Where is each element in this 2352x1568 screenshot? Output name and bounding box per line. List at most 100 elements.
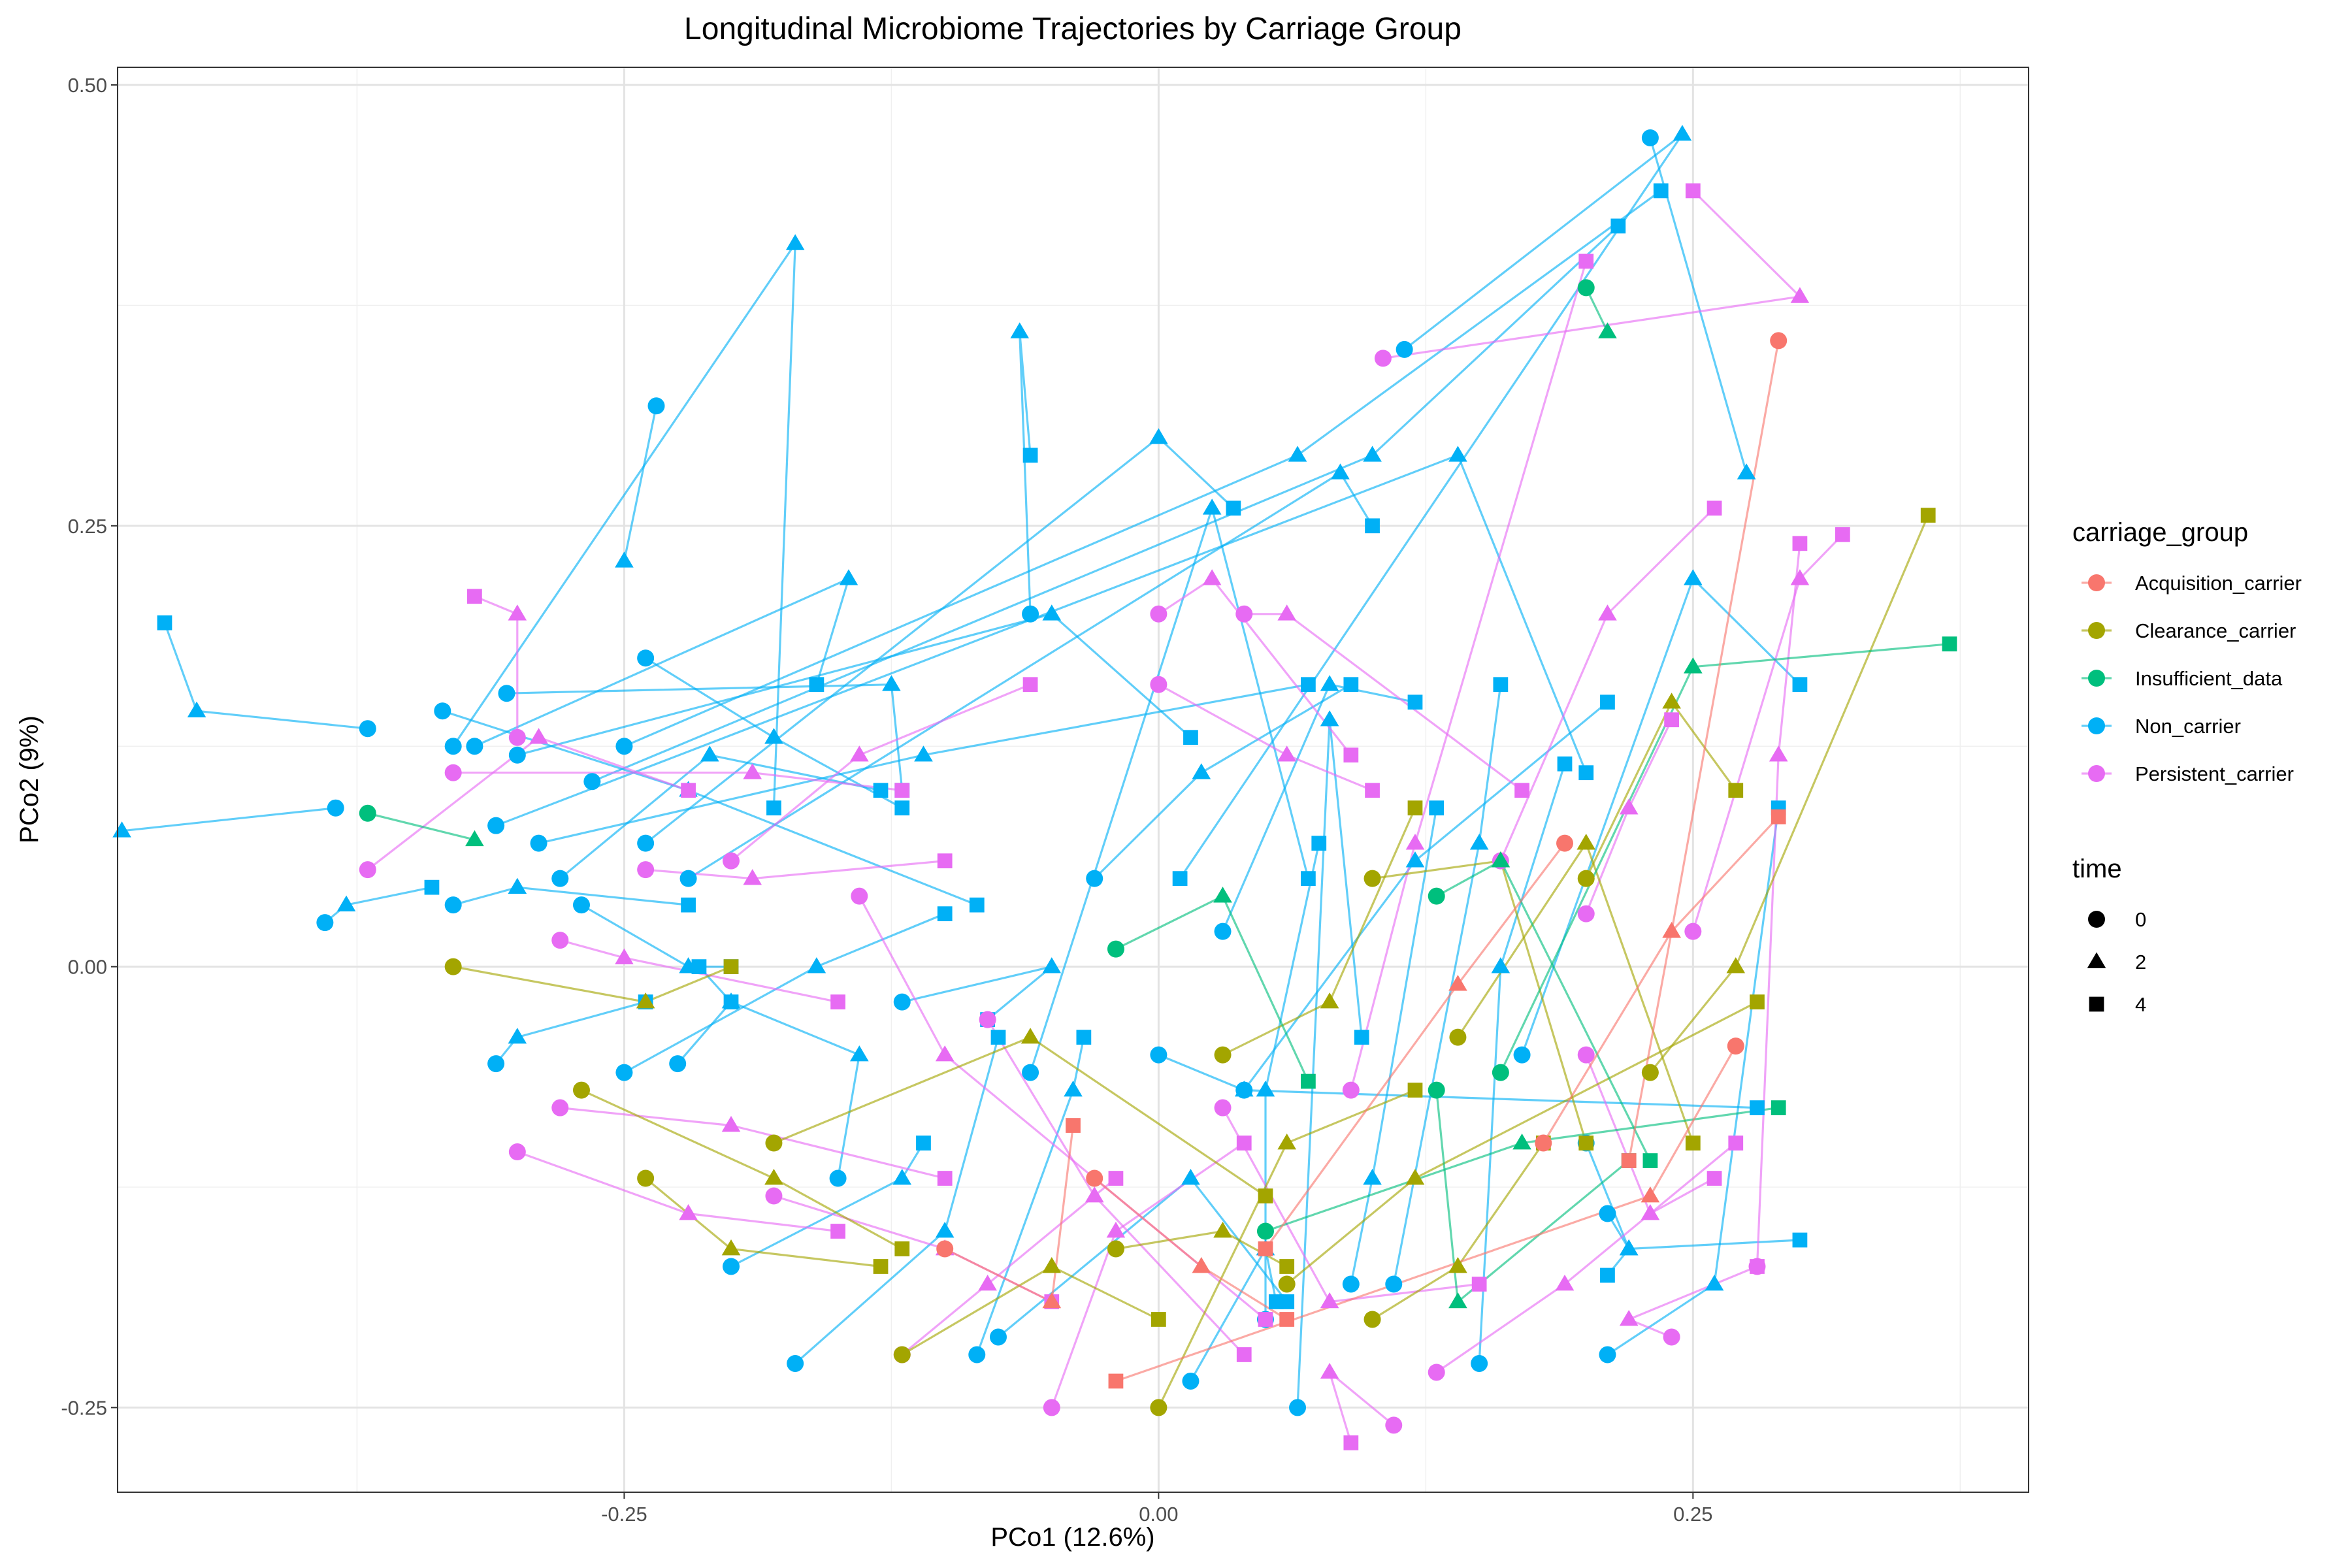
- legend-label-acquisition-carrier: Acquisition_carrier: [2135, 572, 2302, 595]
- point-non-carrier-time-4: [1429, 800, 1445, 816]
- point-persistent-carrier-time-0: [1684, 923, 1702, 940]
- point-acquisition-carrier-time-4: [1771, 809, 1786, 825]
- point-non-carrier-time-2: [764, 728, 783, 744]
- point-clearance-carrier-time-2: [1405, 1169, 1425, 1185]
- legend-title-carriage-group: carriage_group: [2072, 518, 2248, 547]
- point-non-carrier-time-2: [1010, 322, 1030, 338]
- point-insufficient-data-time-0: [1577, 279, 1595, 297]
- point-non-carrier-time-2: [785, 234, 805, 250]
- point-persistent-carrier-time-0: [1150, 605, 1168, 623]
- point-clearance-carrier-time-0: [1150, 1399, 1168, 1416]
- point-non-carrier-time-2: [1320, 710, 1339, 727]
- point-persistent-carrier-time-0: [359, 861, 376, 879]
- point-persistent-carrier-time-0: [551, 1099, 569, 1117]
- point-clearance-carrier-time-4: [894, 1241, 910, 1256]
- point-insufficient-data-time-2: [1684, 657, 1703, 674]
- point-insufficient-data-time-0: [359, 804, 376, 822]
- point-non-carrier-time-0: [893, 993, 911, 1011]
- point-persistent-carrier-time-2: [615, 948, 634, 964]
- point-persistent-carrier-time-4: [937, 853, 953, 869]
- point-persistent-carrier-time-2: [1405, 834, 1425, 850]
- point-persistent-carrier-time-2: [1202, 569, 1222, 585]
- point-persistent-carrier-time-2: [721, 1116, 741, 1132]
- point-non-carrier-time-2: [1042, 604, 1062, 621]
- point-non-carrier-time-2: [700, 745, 719, 762]
- point-non-carrier-time-4: [1407, 694, 1423, 710]
- point-persistent-carrier-time-4: [1258, 1312, 1273, 1327]
- point-persistent-carrier-time-4: [1343, 747, 1359, 763]
- point-non-carrier-time-2: [1673, 125, 1692, 141]
- point-clearance-carrier-time-2: [1448, 1256, 1467, 1273]
- point-persistent-carrier-time-4: [1108, 1171, 1124, 1186]
- point-clearance-carrier-time-2: [1042, 1256, 1062, 1273]
- point-persistent-carrier-time-4: [1471, 1277, 1487, 1292]
- point-non-carrier-time-2: [935, 1222, 955, 1238]
- y-tick-label: 0.25: [68, 515, 107, 538]
- panel-border: [117, 67, 2029, 1493]
- point-acquisition-carrier-time-0: [1727, 1037, 1744, 1055]
- point-persistent-carrier-time-2: [679, 1204, 698, 1220]
- legend-label-time-4: 4: [2135, 993, 2146, 1016]
- point-clearance-carrier-time-2: [1021, 1028, 1040, 1044]
- y-tick-label: 0.50: [68, 74, 107, 97]
- legend-label-time-2: 2: [2135, 951, 2146, 973]
- point-clearance-carrier-time-0: [1107, 1240, 1124, 1258]
- point-clearance-carrier-time-0: [893, 1346, 911, 1364]
- point-non-carrier-time-0: [989, 1328, 1007, 1346]
- point-non-carrier-time-2: [1064, 1081, 1083, 1097]
- point-non-carrier-time-4: [691, 959, 707, 974]
- point-non-carrier-time-2: [1405, 851, 1425, 868]
- point-clearance-carrier-time-4: [1279, 1259, 1295, 1274]
- point-clearance-carrier-time-0: [1449, 1028, 1467, 1046]
- point-clearance-carrier-time-0: [1641, 1064, 1659, 1081]
- point-non-carrier-time-2: [187, 701, 206, 718]
- point-non-carrier-time-2: [1202, 498, 1222, 515]
- legend-key-acquisition-carrier: [2088, 574, 2105, 591]
- point-persistent-carrier-time-0: [444, 764, 462, 781]
- point-non-carrier-time-4: [1076, 1030, 1092, 1045]
- point-acquisition-carrier-time-4: [1108, 1373, 1124, 1389]
- point-persistent-carrier-time-0: [723, 852, 740, 870]
- point-non-carrier-time-2: [1042, 957, 1062, 973]
- point-clearance-carrier-time-2: [1662, 693, 1681, 709]
- point-non-carrier-time-0: [647, 397, 665, 415]
- point-acquisition-carrier-time-4: [1621, 1153, 1637, 1168]
- legend-key-time-0: [2088, 911, 2105, 928]
- point-insufficient-data-time-2: [1598, 322, 1617, 338]
- point-persistent-carrier-time-4: [1365, 783, 1380, 798]
- point-non-carrier-time-4: [1022, 448, 1038, 463]
- point-insufficient-data-time-4: [1771, 1100, 1786, 1115]
- point-non-carrier-time-4: [916, 1135, 931, 1151]
- point-persistent-carrier-time-4: [1835, 527, 1850, 542]
- point-persistent-carrier-time-0: [1385, 1416, 1403, 1434]
- point-persistent-carrier-time-2: [1619, 1309, 1639, 1326]
- point-persistent-carrier-time-2: [935, 1045, 955, 1062]
- point-acquisition-carrier-time-0: [1556, 834, 1574, 852]
- trajectory-line-non-carrier: [122, 807, 336, 832]
- point-clearance-carrier-time-0: [765, 1134, 783, 1152]
- point-non-carrier-time-4: [1792, 1232, 1808, 1248]
- point-clearance-carrier-time-2: [1320, 992, 1339, 1009]
- point-non-carrier-time-0: [466, 738, 483, 755]
- point-non-carrier-time-0: [551, 870, 569, 887]
- y-tick-label: -0.25: [61, 1396, 107, 1419]
- point-persistent-carrier-time-2: [1555, 1274, 1575, 1291]
- point-non-carrier-time-0: [1396, 340, 1413, 358]
- point-persistent-carrier-time-2: [508, 604, 527, 621]
- point-clearance-carrier-time-4: [1685, 1135, 1701, 1151]
- point-persistent-carrier-time-4: [1685, 183, 1701, 199]
- point-clearance-carrier-time-4: [1728, 783, 1744, 798]
- point-non-carrier-time-0: [572, 896, 590, 914]
- point-clearance-carrier-time-0: [637, 1169, 655, 1187]
- point-clearance-carrier-time-0: [1577, 870, 1595, 887]
- point-non-carrier-time-2: [1331, 463, 1350, 480]
- point-persistent-carrier-time-0: [1748, 1258, 1766, 1275]
- point-non-carrier-time-4: [937, 906, 953, 922]
- legend-key-time-4: [2089, 996, 2104, 1012]
- point-clearance-carrier-time-4: [1750, 994, 1765, 1009]
- point-persistent-carrier-time-0: [508, 1143, 526, 1161]
- point-non-carrier-time-0: [1086, 870, 1103, 887]
- point-persistent-carrier-time-0: [765, 1187, 783, 1205]
- point-non-carrier-time-2: [1192, 763, 1211, 779]
- point-non-carrier-time-4: [424, 879, 440, 895]
